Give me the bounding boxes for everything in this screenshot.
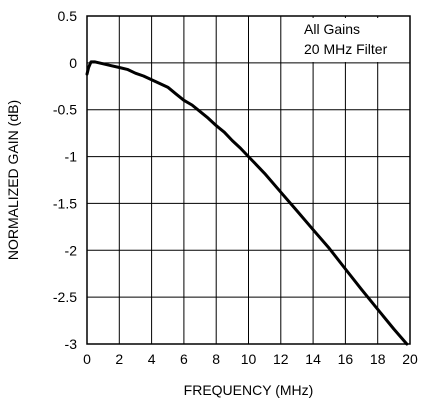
- x-tick-label: 10: [241, 351, 257, 367]
- y-tick-label: -2.5: [53, 289, 77, 305]
- gain-curve-series: [85, 60, 409, 346]
- x-tick-label: 6: [180, 351, 188, 367]
- x-tick-label: 12: [273, 351, 289, 367]
- plot-frame: [86, 15, 411, 345]
- annotation-gains: All Gains: [304, 21, 360, 37]
- y-axis-title: NORMALIZED GAIN (dB): [5, 100, 21, 260]
- y-tick-labels: 0.5 0 -0.5 -1 -1.5 -2 -2.5 -3: [53, 8, 77, 352]
- x-tick-label: 20: [402, 351, 418, 367]
- y-tick-label: -2: [65, 242, 78, 258]
- x-tick-labels: 0 2 4 6 8 10 12 14 16 18 20: [83, 351, 418, 367]
- x-tick-label: 0: [83, 351, 91, 367]
- y-tick-label: -0.5: [53, 102, 77, 118]
- x-tick-label: 14: [305, 351, 321, 367]
- annotation-filter: 20 MHz Filter: [304, 41, 388, 57]
- y-tick-label: 0.5: [58, 8, 78, 24]
- y-tick-label: -1: [65, 149, 78, 165]
- x-axis-title: FREQUENCY (MHz): [184, 382, 314, 398]
- annotation-box: [300, 18, 408, 62]
- y-tick-label: 0: [69, 55, 77, 71]
- y-tick-label: -3: [65, 336, 78, 352]
- grid: [87, 16, 410, 344]
- x-tick-label: 4: [148, 351, 156, 367]
- x-tick-label: 2: [115, 351, 123, 367]
- x-tick-label: 16: [338, 351, 354, 367]
- y-tick-label: -1.5: [53, 195, 77, 211]
- x-tick-label: 18: [370, 351, 386, 367]
- x-tick-label: 8: [212, 351, 220, 367]
